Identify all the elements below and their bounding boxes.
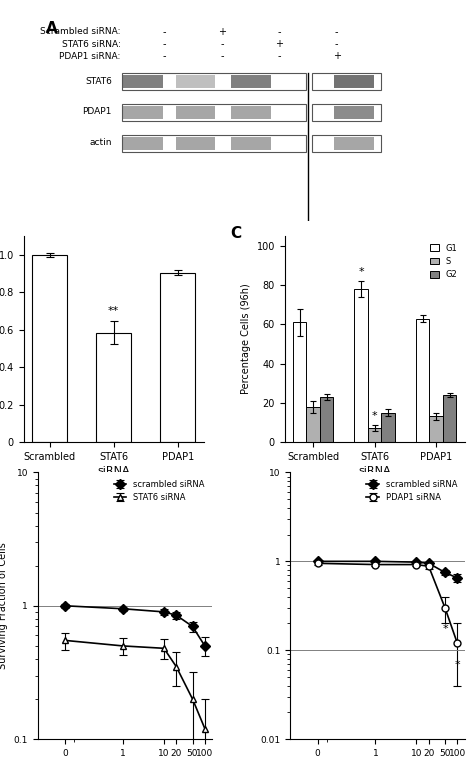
Text: Scrambled siRNA:: Scrambled siRNA:	[40, 27, 121, 37]
Legend: scrambled siRNA, STAT6 siRNA: scrambled siRNA, STAT6 siRNA	[110, 476, 208, 505]
X-axis label: siRNA: siRNA	[97, 466, 130, 475]
Text: *: *	[358, 267, 364, 277]
FancyBboxPatch shape	[335, 75, 374, 88]
Text: -: -	[335, 39, 338, 49]
Text: *: *	[372, 411, 377, 421]
FancyBboxPatch shape	[123, 75, 163, 88]
FancyBboxPatch shape	[176, 106, 216, 119]
Bar	[354, 289, 368, 442]
Text: PDAP1: PDAP1	[82, 107, 112, 117]
FancyBboxPatch shape	[231, 106, 271, 119]
FancyBboxPatch shape	[231, 136, 271, 150]
Bar	[96, 332, 131, 442]
Text: -: -	[278, 27, 281, 37]
FancyBboxPatch shape	[335, 136, 374, 150]
Legend: scrambled siRNA, PDAP1 siRNA: scrambled siRNA, PDAP1 siRNA	[363, 476, 460, 505]
Text: -: -	[335, 27, 338, 37]
Text: STAT6 siRNA:: STAT6 siRNA:	[62, 40, 121, 49]
Text: A: A	[46, 21, 57, 37]
Text: actin: actin	[90, 138, 112, 147]
Y-axis label: Surviving Fraction of Cells: Surviving Fraction of Cells	[0, 543, 8, 669]
FancyBboxPatch shape	[123, 106, 163, 119]
Bar	[443, 395, 456, 442]
FancyBboxPatch shape	[176, 75, 216, 88]
Bar	[293, 322, 306, 442]
Y-axis label: Percentage Cells (96h): Percentage Cells (96h)	[241, 283, 251, 395]
Legend: G1, S, G2: G1, S, G2	[427, 240, 460, 283]
Bar	[368, 428, 381, 442]
X-axis label: siRNA: siRNA	[358, 466, 391, 475]
Text: -: -	[278, 51, 281, 62]
Bar	[381, 412, 395, 442]
FancyBboxPatch shape	[231, 75, 271, 88]
Text: -: -	[220, 51, 224, 62]
FancyBboxPatch shape	[335, 106, 374, 119]
Text: +: +	[333, 51, 341, 62]
Text: +: +	[218, 27, 226, 37]
Bar	[32, 255, 67, 442]
Text: -: -	[163, 27, 166, 37]
FancyBboxPatch shape	[176, 136, 216, 150]
Text: -: -	[163, 51, 166, 62]
Text: STAT6: STAT6	[85, 76, 112, 85]
Text: C: C	[231, 226, 242, 241]
Text: PDAP1 siRNA:: PDAP1 siRNA:	[59, 52, 121, 61]
Bar	[306, 407, 320, 442]
Bar	[320, 397, 333, 442]
Bar	[416, 319, 429, 442]
Text: -: -	[220, 39, 224, 49]
Bar	[429, 417, 443, 442]
Text: *: *	[455, 660, 460, 670]
FancyBboxPatch shape	[123, 136, 163, 150]
Bar	[160, 273, 195, 442]
Text: **: **	[108, 306, 119, 315]
Text: -: -	[163, 39, 166, 49]
Text: +: +	[275, 39, 283, 49]
Text: *: *	[442, 624, 448, 635]
